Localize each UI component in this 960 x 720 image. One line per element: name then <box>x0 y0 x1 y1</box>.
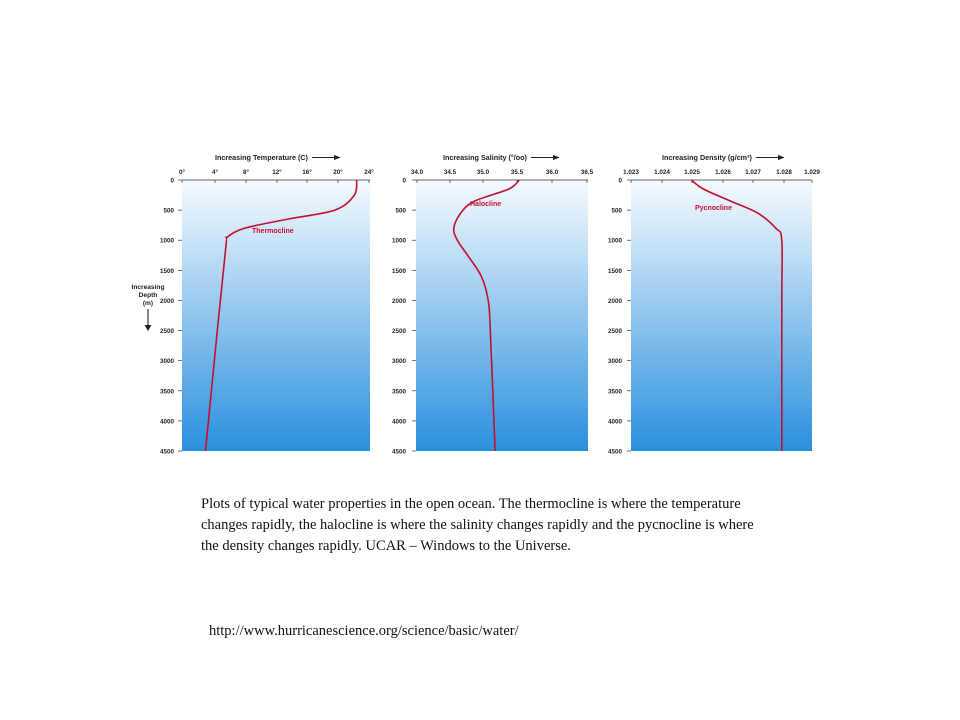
salinity-depth-tick-label: 2000 <box>392 298 407 305</box>
temperature-x-tick-label: 8° <box>243 168 250 176</box>
salinity-plot-area <box>416 180 588 451</box>
salinity-axis-title: Increasing Salinity (°/oo) <box>443 153 528 162</box>
temperature-annotation: Thermocline <box>252 228 294 235</box>
temperature-x-tick-label: 0° <box>179 168 186 176</box>
salinity-depth-tick-label: 4000 <box>392 418 407 425</box>
temperature-x-tick-label: 20° <box>333 168 343 176</box>
density-axis-title: Increasing Density (g/cm³) <box>662 153 752 162</box>
temperature-profile-line <box>204 179 358 452</box>
temperature-depth-tick-label: 0 <box>170 178 174 185</box>
salinity-x-tick-label: 34.0 <box>411 169 424 176</box>
salinity-x-tick-label: 35.0 <box>477 169 490 176</box>
density-depth-tick-label: 1500 <box>608 268 623 275</box>
density-depth-tick-label: 4500 <box>608 449 623 456</box>
temperature-depth-tick-label: 2000 <box>160 298 175 305</box>
depth-axis-label: (m) <box>143 300 153 307</box>
temperature-depth-tick-label: 1000 <box>160 238 175 245</box>
salinity-depth-tick-label: 3500 <box>392 388 407 395</box>
density-depth-tick-label: 1000 <box>608 238 623 245</box>
density-x-tick-label: 1.025 <box>684 169 700 176</box>
depth-axis-label: Depth <box>139 292 158 299</box>
salinity-depth-tick-label: 0 <box>402 178 406 185</box>
temperature-depth-tick-label: 3500 <box>160 388 175 395</box>
density-depth-tick-label: 3500 <box>608 388 623 395</box>
source-link[interactable]: http://www.hurricanescience.org/science/… <box>209 623 519 639</box>
density-depth-tick-label: 500 <box>611 208 622 215</box>
temperature-x-tick-label: 12° <box>272 168 282 176</box>
density-annotation: Pycnocline <box>695 205 732 212</box>
salinity-depth-tick-label: 1000 <box>392 238 407 245</box>
temperature-depth-tick-label: 500 <box>163 208 174 215</box>
density-depth-tick-label: 2000 <box>608 298 623 305</box>
temperature-depth-tick-label: 1500 <box>160 268 175 275</box>
density-x-tick-label: 1.027 <box>745 169 761 176</box>
temperature-depth-tick-label: 3000 <box>160 358 175 365</box>
temperature-x-tick-label: 24° <box>364 168 374 176</box>
salinity-x-tick-label: 36.0 <box>546 169 559 176</box>
salinity-depth-tick-label: 3000 <box>392 358 407 365</box>
temperature-depth-tick-label: 4000 <box>160 418 175 425</box>
temperature-depth-tick-label: 4500 <box>160 449 175 456</box>
depth-axis-label: Increasing <box>132 284 165 291</box>
temperature-plot-area <box>182 180 370 451</box>
density-depth-tick-label: 0 <box>618 178 622 185</box>
salinity-x-tick-label: 36.5 <box>581 169 594 176</box>
density-depth-tick-label: 2500 <box>608 328 623 335</box>
temperature-axis-title: Increasing Temperature (C) <box>215 153 309 162</box>
salinity-depth-tick-label: 500 <box>395 208 406 215</box>
density-x-tick-label: 1.029 <box>804 169 820 176</box>
salinity-depth-tick-label: 2500 <box>392 328 407 335</box>
salinity-x-tick-label: 35.5 <box>511 169 524 176</box>
figure-caption: Plots of typical water properties in the… <box>201 496 754 554</box>
depth-arrow-head <box>144 325 152 331</box>
density-depth-tick-label: 3000 <box>608 358 623 365</box>
density-x-tick-label: 1.026 <box>715 169 731 176</box>
salinity-depth-tick-label: 1500 <box>392 268 407 275</box>
salinity-annotation: Halocline <box>470 201 501 208</box>
temperature-x-tick-label: 16° <box>302 168 312 176</box>
density-plot-area <box>631 180 812 451</box>
temperature-x-tick-label: 4° <box>212 168 219 176</box>
density-x-tick-label: 1.024 <box>654 169 670 176</box>
density-profile-line <box>690 179 784 451</box>
salinity-depth-tick-label: 4500 <box>392 449 407 456</box>
density-x-tick-label: 1.023 <box>623 169 639 176</box>
density-depth-tick-label: 4000 <box>608 418 623 425</box>
temperature-depth-tick-label: 2500 <box>160 328 175 335</box>
salinity-profile-line <box>452 179 520 452</box>
density-x-tick-label: 1.028 <box>776 169 792 176</box>
salinity-x-tick-label: 34.5 <box>444 169 457 176</box>
